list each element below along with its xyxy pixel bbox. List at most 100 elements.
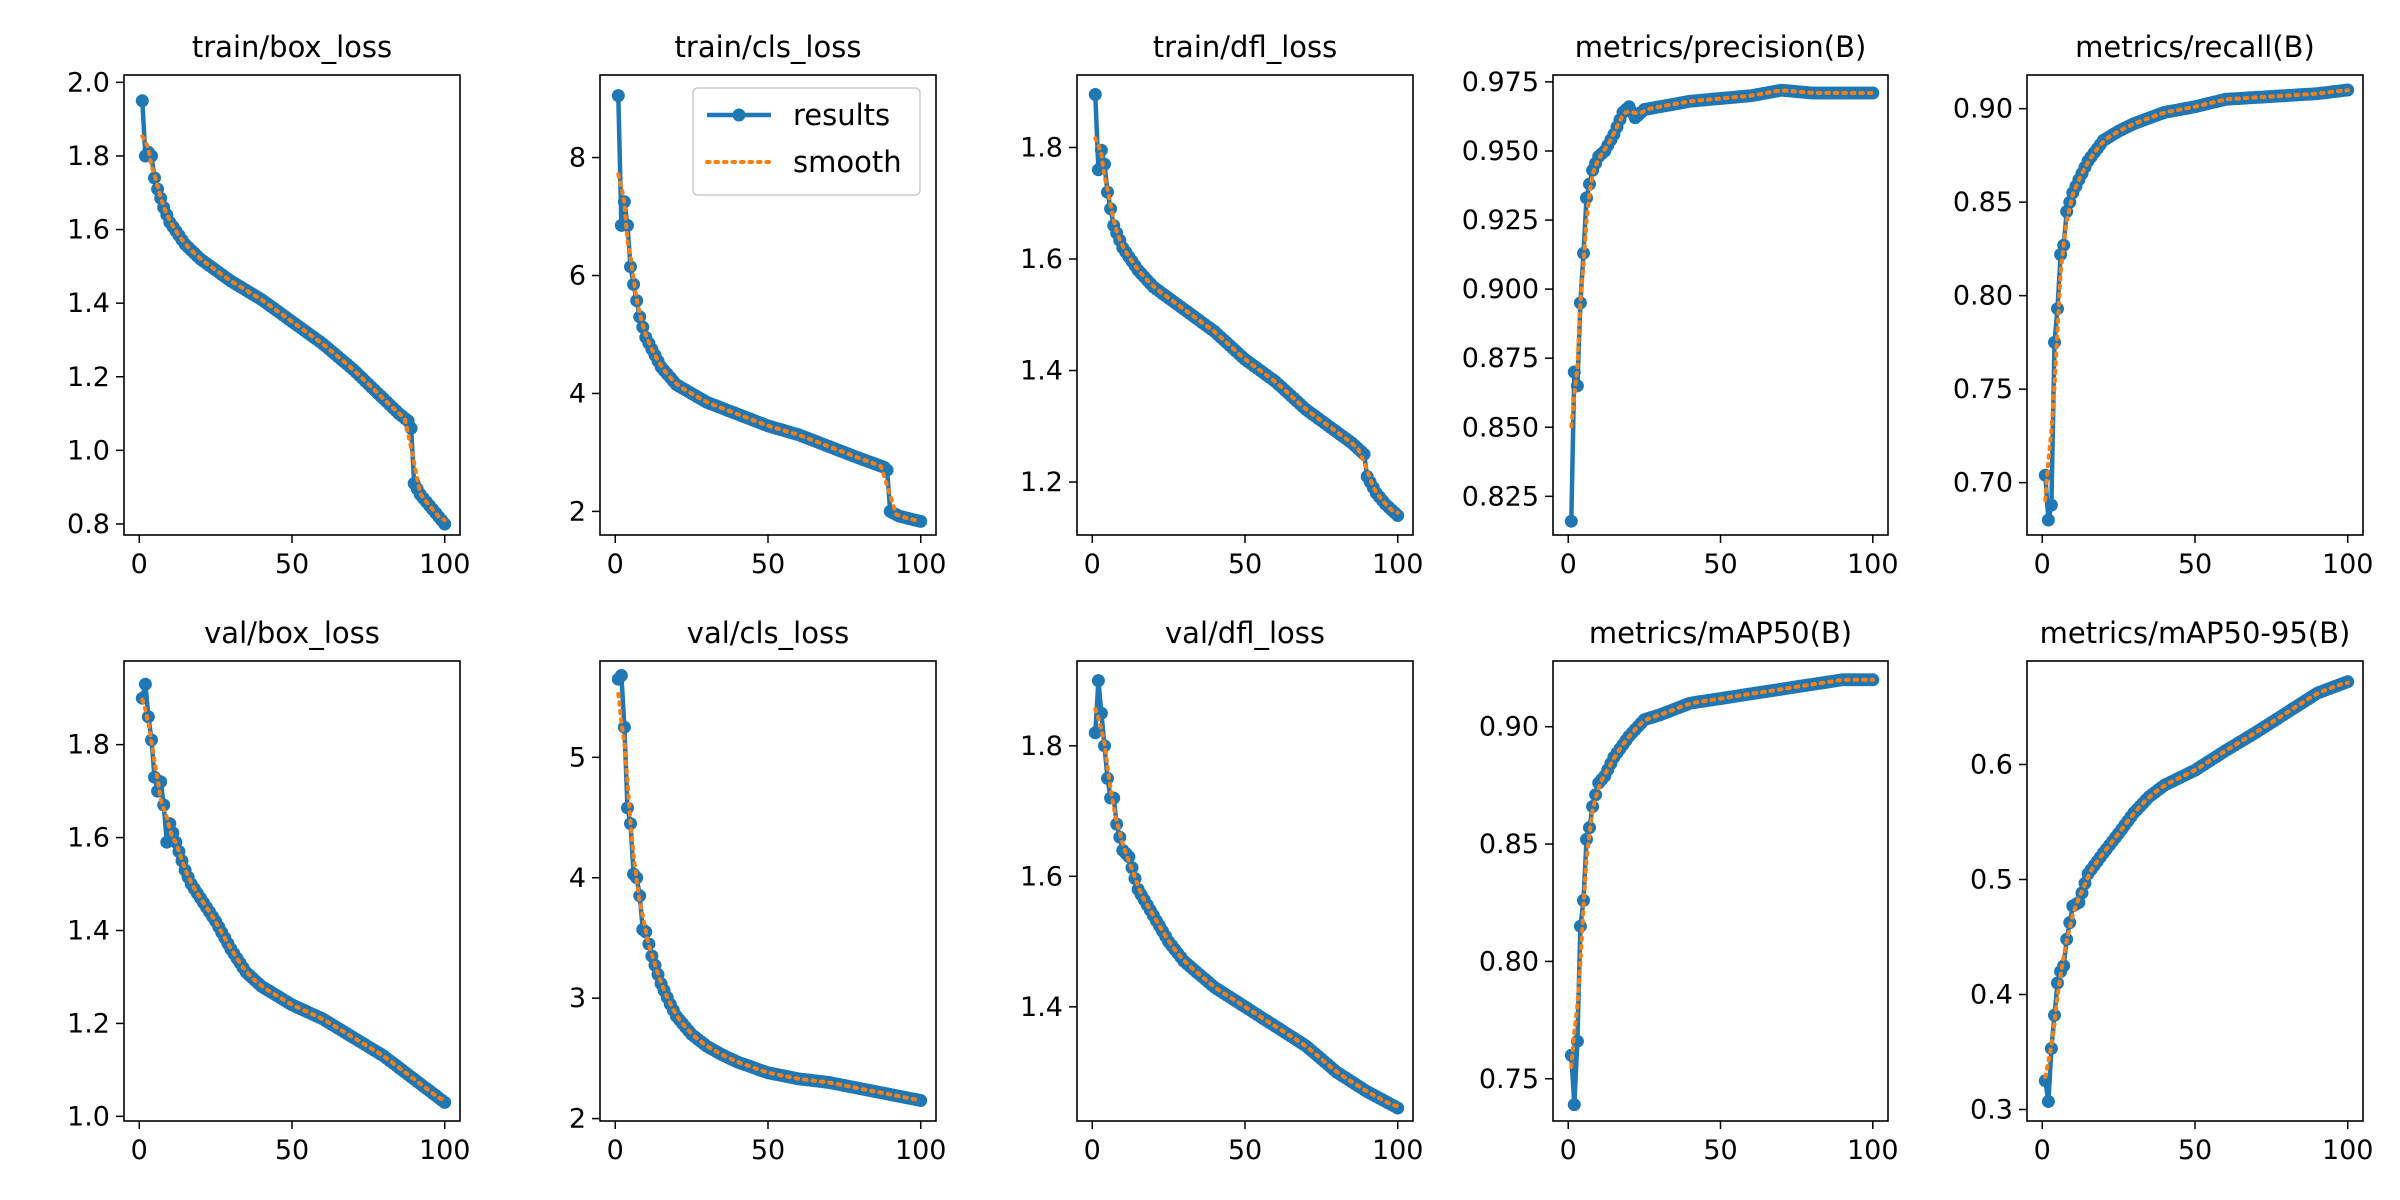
chart-panel-5: metrics/recall(B) 0 50 100 0.70 0.75 0.80 0.85 0… [1953,30,2374,580]
y-tick-label: 0.5 [1970,865,2013,896]
results-point [1567,1098,1581,1112]
smooth-series-line [2043,88,2350,503]
y-tick-label: 1.8 [67,730,110,761]
y-tick-label: 0.825 [1462,481,1539,512]
plot-frame [1552,660,1889,1122]
chart-panel-9: metrics/mAP50(B) 0 50 100 0.75 0.80 0.85 0.90 [1479,616,1899,1166]
y-tick-label: 0.850 [1462,412,1539,443]
chart-panel-3: train/dfl_loss 0 50 100 1.2 1.4 1.6 1.8 [1020,30,1423,580]
x-tick-label: 50 [1228,549,1262,580]
y-tick-label: 1.2 [1020,467,1063,498]
results-point [1091,674,1105,688]
chart-panel-4: metrics/precision(B) 0 50 100 0.825 0.850 0.87… [1462,30,1899,580]
chart-panel-1: train/box_loss 0 50 100 0.8 1.0 1.2 1.4 1.6 1.8 2.… [67,30,470,580]
results-point [138,677,152,691]
y-tick-label: 1.6 [67,823,110,854]
y-tick-label: 0.85 [1953,187,2013,218]
x-tick-label: 0 [2034,1135,2051,1166]
plot-frame [123,74,461,536]
x-tick-label: 100 [1847,1135,1899,1166]
legend-smooth-label: smooth [793,145,902,179]
y-tick-label: 0.925 [1462,205,1539,236]
y-tick-label: 2.0 [67,67,110,98]
x-tick-label: 0 [2034,549,2051,580]
y-tick-label: 3 [569,983,586,1014]
results-point [642,937,656,951]
plot-frame [2026,660,2364,1122]
results-point [2038,1074,2052,1088]
results-point [1391,1101,1405,1115]
results-point [630,871,644,885]
plot-frame [599,660,937,1122]
y-tick-label: 0.4 [1970,980,2013,1011]
x-tick-label: 50 [1703,549,1737,580]
y-tick-label: 1.4 [1020,992,1063,1023]
smooth-series-line [140,697,447,1103]
y-tick-label: 0.875 [1462,343,1539,374]
results-point [914,514,928,528]
y-tick-label: 1.2 [67,1008,110,1039]
y-tick-label: 4 [569,863,586,894]
x-tick-label: 50 [751,1135,785,1166]
y-tick-label: 0.8 [67,509,110,540]
legend: results smooth [692,87,921,196]
results-series-line [616,673,922,1103]
results-point [1564,514,1578,528]
y-tick-label: 4 [569,378,586,409]
x-tick-label: 100 [2322,1135,2374,1166]
results-point [1577,893,1590,907]
smooth-series-line [1569,88,1875,429]
results-point [160,835,174,849]
legend-results-marker [732,108,746,122]
results-series-line [1093,94,1400,518]
y-tick-label: 1.4 [1020,356,1063,387]
y-tick-label: 0.900 [1462,274,1539,305]
smooth-series-line [2043,680,2350,1079]
y-tick-label: 0.80 [1479,946,1539,977]
x-tick-label: 0 [1560,1135,1577,1166]
y-tick-label: 0.90 [1479,712,1539,743]
x-tick-label: 50 [2178,1135,2212,1166]
x-tick-label: 100 [419,1135,471,1166]
smooth-series-line [1093,136,1400,515]
panel-title: train/cls_loss [675,30,862,64]
results-point [611,89,625,103]
y-tick-label: 0.950 [1462,136,1539,167]
panel-title: metrics/mAP50-95(B) [2040,616,2351,650]
smooth-series-line [1093,706,1400,1109]
results-point [2041,513,2055,527]
y-tick-label: 0.85 [1479,829,1539,860]
x-tick-label: 0 [1560,549,1577,580]
y-tick-label: 1.2 [67,362,110,393]
smooth-series-line [616,172,923,523]
y-tick-label: 5 [569,742,586,773]
y-tick-label: 1.8 [1020,132,1063,163]
plot-frame [1076,74,1414,536]
y-tick-label: 0.975 [1462,67,1539,98]
smooth-series-line [616,691,923,1102]
y-tick-label: 0.75 [1953,374,2013,405]
results-point [1088,726,1102,740]
y-tick-label: 1.8 [67,141,110,172]
y-tick-label: 1.6 [1020,861,1063,892]
x-tick-label: 100 [419,549,471,580]
x-tick-label: 50 [1703,1135,1737,1166]
y-tick-label: 0.80 [1953,281,2013,312]
smooth-series-line [1569,677,1875,1069]
chart-panel-7: val/cls_loss 0 50 100 2 3 4 5 [569,616,947,1166]
x-tick-label: 50 [2178,549,2212,580]
results-point [135,94,149,108]
x-tick-label: 0 [131,1135,148,1166]
x-tick-label: 50 [751,549,785,580]
results-point [614,669,628,682]
panel-title: metrics/recall(B) [2075,30,2315,64]
y-tick-label: 0.6 [1970,750,2013,781]
x-tick-label: 0 [607,549,624,580]
panel-title: train/dfl_loss [1153,30,1337,64]
x-tick-label: 0 [131,549,148,580]
plot-frame [1076,660,1414,1122]
panel-title: val/box_loss [204,616,380,650]
plot-frame [1552,74,1889,536]
results-point [1391,509,1405,522]
